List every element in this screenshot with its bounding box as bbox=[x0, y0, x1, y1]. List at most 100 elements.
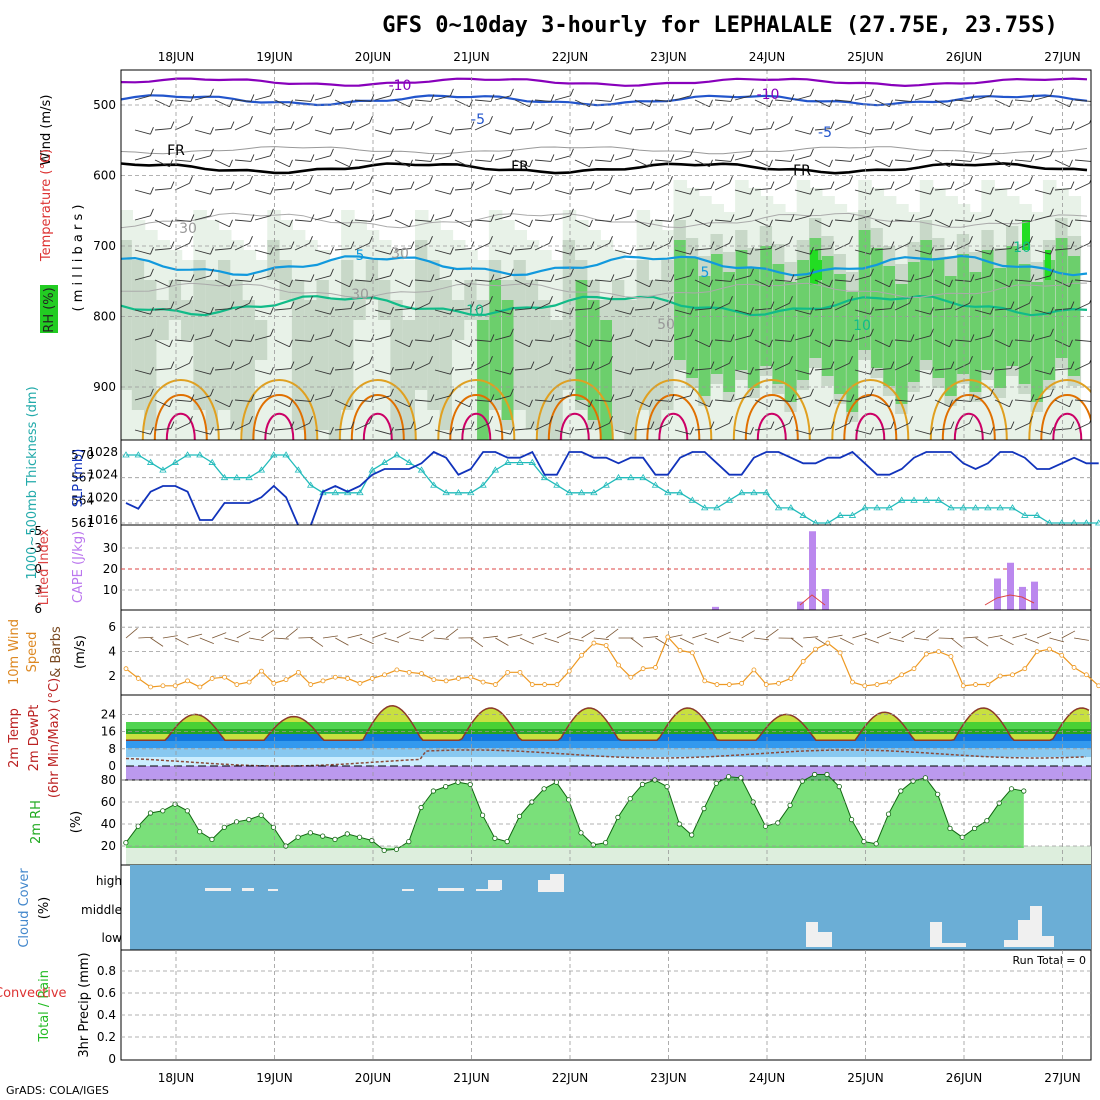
upper-wind-barb-flag bbox=[549, 296, 553, 304]
upper-wind-barb bbox=[474, 399, 491, 402]
upper-wind-barb bbox=[214, 219, 230, 228]
wind10m-point bbox=[419, 671, 424, 676]
upper-wind-barb-flag bbox=[450, 186, 454, 195]
upper-wind-barb bbox=[874, 248, 891, 251]
upper-wind-barb bbox=[594, 122, 610, 131]
wind10m-point bbox=[1010, 672, 1015, 678]
upper-wind-barb bbox=[1014, 242, 1030, 251]
thickness-point bbox=[996, 504, 1004, 511]
upper-wind-barb bbox=[514, 188, 531, 191]
rh-shade-column bbox=[944, 276, 957, 396]
upper-wind-barb bbox=[434, 155, 451, 161]
upper-wind-barb bbox=[174, 339, 191, 342]
upper-wind-barb bbox=[294, 339, 311, 342]
upper-wind-barb bbox=[174, 122, 190, 131]
upper-wind-barb-flag bbox=[489, 176, 493, 184]
upper-wind-barb-flag bbox=[670, 334, 675, 342]
rh2m-point bbox=[553, 779, 559, 785]
upper-wind-barb-flag bbox=[369, 236, 373, 244]
wind10m-barb bbox=[643, 636, 659, 639]
upper-wind-barb-flag bbox=[649, 159, 653, 167]
upper-wind-barb-flag bbox=[150, 88, 154, 97]
upper-wind-barb-flag bbox=[1050, 268, 1054, 277]
thickness-point bbox=[368, 466, 376, 473]
thickness-point bbox=[627, 473, 635, 481]
upper-wind-barb-flag bbox=[309, 176, 313, 184]
cloud-ylabel-1: Cloud Cover bbox=[17, 868, 32, 948]
rh2m-point bbox=[258, 812, 264, 818]
wind10m-point bbox=[517, 669, 523, 675]
upper-wind-barb bbox=[1014, 219, 1031, 222]
upper-wind-barb-flag bbox=[669, 116, 673, 124]
upper-wind-barb bbox=[494, 249, 511, 255]
wind-grid bbox=[121, 610, 1091, 695]
upper-wind-barb bbox=[934, 399, 950, 408]
upper-wind-barb-flag bbox=[570, 366, 574, 375]
upper-wind-barb-flag bbox=[850, 394, 855, 402]
wind10m-point bbox=[246, 679, 252, 685]
upper-wind-barb-flag bbox=[610, 394, 615, 402]
upper-wind-barb-flag bbox=[990, 208, 994, 217]
upper-wind-barb-flag bbox=[190, 214, 195, 222]
upper-wind-barb bbox=[254, 395, 271, 401]
rh-shade-column bbox=[353, 280, 367, 320]
upper-wind-barb bbox=[834, 399, 851, 402]
warm-temperature-contour bbox=[338, 379, 417, 440]
wind10m-point bbox=[689, 650, 695, 656]
thickness-point bbox=[393, 451, 401, 458]
upper-wind-barb-flag bbox=[489, 236, 493, 244]
precip-frame bbox=[120, 949, 1092, 1061]
rh-shade-peak bbox=[1022, 220, 1030, 250]
upper-wind-barb bbox=[834, 99, 851, 102]
upper-wind-barb bbox=[194, 215, 211, 221]
upper-wind-barb bbox=[354, 219, 371, 222]
upper-wind-barb bbox=[634, 188, 651, 191]
axis-tick-label: 570 bbox=[71, 448, 94, 462]
upper-wind-barb bbox=[834, 219, 851, 222]
cape-ylabel-cape: CAPE (J/kg) bbox=[71, 531, 86, 603]
cloud-block bbox=[205, 888, 231, 891]
thickness-point bbox=[602, 481, 610, 488]
upper-wind-barb bbox=[294, 399, 311, 402]
rh-shade-column bbox=[279, 220, 294, 440]
upper-wind-barb-flag bbox=[909, 416, 913, 424]
upper-wind-barb-flag bbox=[270, 148, 274, 157]
top-date-label: 25JUN bbox=[847, 50, 884, 64]
upper-wind-barb-flag bbox=[550, 94, 555, 102]
upper-wind-barb-flag bbox=[589, 399, 593, 407]
upper-wind-barb bbox=[614, 215, 631, 221]
upper-wind-barb bbox=[794, 155, 811, 161]
upper-wind-barb-flag bbox=[289, 399, 293, 407]
thickness-point bbox=[774, 504, 783, 511]
axis-tick-label: 20 bbox=[103, 562, 118, 576]
upper-wind-barb-flag bbox=[910, 154, 915, 162]
thickness-point bbox=[910, 496, 918, 503]
upper-wind-barb-flag bbox=[610, 274, 615, 282]
upper-wind-barb-flag bbox=[889, 99, 893, 107]
upper-wind-barb-flag bbox=[590, 301, 595, 309]
upper-wind-barb-flag bbox=[909, 236, 913, 244]
upper-wind-barb-flag bbox=[969, 356, 973, 364]
rh-shade-column bbox=[1031, 282, 1044, 402]
upper-wind-barb-flag bbox=[529, 99, 533, 107]
upper-wind-barb-flag bbox=[510, 88, 514, 97]
upper-wind-barb-flag bbox=[369, 356, 373, 364]
wind10m-barb bbox=[729, 637, 745, 642]
cloud-block bbox=[1018, 920, 1030, 947]
upper-wind-barb-flag bbox=[670, 154, 675, 162]
upper-wind-barb bbox=[394, 99, 410, 108]
upper-wind-barb bbox=[514, 428, 531, 431]
upper-wind-barb bbox=[654, 362, 670, 371]
upper-wind-barb bbox=[354, 302, 370, 311]
contour-label: 10 bbox=[1013, 240, 1031, 256]
temp-ylabel-3: (6hr Min/Max) (°C) bbox=[47, 678, 62, 798]
temp-grid bbox=[121, 695, 1091, 780]
upper-wind-barb-flag bbox=[750, 306, 754, 315]
rh-shade-peak bbox=[1045, 250, 1051, 280]
upper-wind-barb bbox=[354, 279, 371, 282]
upper-wind-barb-flag bbox=[750, 426, 754, 435]
upper-wind-barb-flag bbox=[570, 426, 574, 435]
thickness-point bbox=[750, 489, 758, 496]
